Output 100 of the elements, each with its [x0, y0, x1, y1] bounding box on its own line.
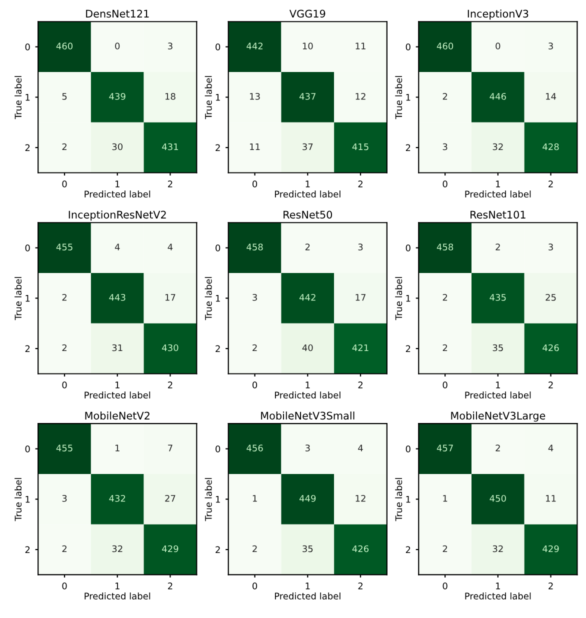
data-label: 3: [358, 244, 363, 250]
y-tick-label: 0: [216, 244, 220, 252]
data-label: 32: [492, 143, 503, 150]
y-axis-title: True label: [204, 277, 212, 320]
x-tick-label: 2: [358, 582, 362, 590]
y-tick-label: 2: [25, 345, 30, 352]
data-label: 3: [62, 494, 67, 502]
chart-title: MobileNetV3Large: [451, 412, 546, 422]
data-label: 442: [299, 294, 316, 301]
x-tick-label: 2: [358, 382, 362, 388]
data-label: 437: [299, 92, 316, 100]
data-label: 428: [542, 143, 559, 150]
data-label: 435: [490, 294, 506, 301]
data-label: 12: [356, 92, 366, 100]
data-label: 2: [252, 344, 257, 352]
data-label: 27: [165, 494, 176, 502]
x-tick-label: 2: [168, 582, 172, 590]
x-tick-label: 0: [442, 180, 448, 188]
x-tick-label: 0: [62, 382, 67, 388]
y-tick-label: 0: [216, 446, 220, 452]
data-label: 3: [252, 294, 257, 301]
y-tick-label: 2: [216, 546, 220, 553]
data-label: 3: [168, 42, 172, 50]
data-label: 450: [490, 494, 506, 502]
y-tick-label: 1: [406, 94, 410, 101]
x-tick-label: 1: [306, 180, 310, 188]
data-label: 13: [250, 92, 260, 100]
data-label: 17: [165, 294, 176, 301]
y-tick-label: 2: [25, 546, 30, 553]
data-label: 431: [162, 143, 178, 150]
data-label: 2: [496, 444, 500, 452]
y-tick-label: 2: [406, 144, 410, 151]
x-tick-label: 1: [115, 582, 120, 590]
data-label: 37: [302, 143, 313, 150]
x-axis-title: Predicted label: [274, 392, 340, 398]
chart-title: ResNet101: [470, 210, 526, 219]
data-label: 4: [168, 244, 173, 250]
data-label: 4: [548, 444, 554, 452]
data-label: 455: [56, 444, 72, 452]
data-label: 460: [436, 42, 454, 50]
data-label: 2: [252, 545, 257, 552]
y-tick-label: 2: [216, 345, 220, 352]
data-label: 443: [109, 294, 126, 301]
data-label: 5: [62, 93, 67, 100]
data-label: 12: [356, 494, 366, 502]
data-label: 430: [162, 344, 178, 352]
data-label: 25: [546, 294, 556, 301]
data-label: 11: [356, 42, 366, 50]
data-label: 11: [546, 495, 556, 502]
chart-title: ResNet50: [284, 210, 332, 219]
x-axis-title: Predicted label: [274, 190, 340, 198]
x-tick-label: 0: [252, 382, 258, 388]
x-axis-title: Predicted label: [274, 592, 340, 600]
data-label: 35: [492, 344, 503, 352]
x-axis-title: Predicted label: [84, 392, 150, 398]
data-label: 40: [302, 344, 313, 352]
y-axis-title: True label: [395, 76, 402, 120]
data-label: 455: [56, 244, 72, 250]
data-label: 2: [305, 244, 310, 250]
data-label: 11: [250, 143, 260, 150]
data-label: 458: [436, 244, 454, 250]
data-label: 442: [246, 42, 263, 50]
chart-title: DensNet121: [86, 10, 149, 18]
data-label: 426: [542, 344, 559, 352]
x-tick-label: 2: [548, 382, 553, 388]
data-label: 0: [115, 42, 120, 50]
data-label: 3: [442, 143, 448, 150]
y-axis-title: True label: [204, 478, 212, 522]
x-tick-label: 2: [168, 382, 172, 388]
x-tick-label: 0: [442, 382, 448, 388]
x-tick-label: 0: [252, 582, 258, 590]
data-label: 456: [246, 444, 263, 452]
x-axis-title: Predicted label: [84, 190, 150, 198]
y-tick-label: 1: [26, 496, 30, 503]
data-label: 2: [442, 294, 448, 301]
data-label: 446: [490, 92, 506, 100]
x-axis-title: Predicted label: [84, 592, 150, 600]
x-tick-label: 0: [442, 582, 448, 590]
data-label: 3: [548, 42, 553, 50]
data-label: 1: [252, 495, 257, 502]
data-label: 10: [302, 42, 313, 50]
data-label: 2: [442, 92, 448, 100]
data-label: 3: [305, 444, 310, 452]
data-label: 14: [546, 93, 556, 100]
y-tick-label: 0: [25, 44, 30, 50]
y-axis-title: True label: [395, 277, 402, 320]
data-label: 429: [162, 545, 178, 552]
data-label: 2: [62, 143, 66, 150]
data-label: 7: [168, 444, 172, 452]
y-tick-label: 2: [216, 144, 220, 151]
chart-title: MobileNetV3Small: [261, 412, 354, 420]
data-label: 457: [436, 444, 453, 452]
x-tick-label: 0: [252, 180, 258, 188]
data-label: 2: [62, 545, 66, 552]
y-tick-label: 1: [216, 496, 220, 503]
data-label: 460: [56, 42, 73, 50]
x-tick-label: 2: [358, 180, 362, 188]
x-tick-label: 1: [306, 382, 310, 388]
y-tick-label: 0: [406, 244, 410, 252]
y-tick-label: 0: [216, 44, 220, 50]
